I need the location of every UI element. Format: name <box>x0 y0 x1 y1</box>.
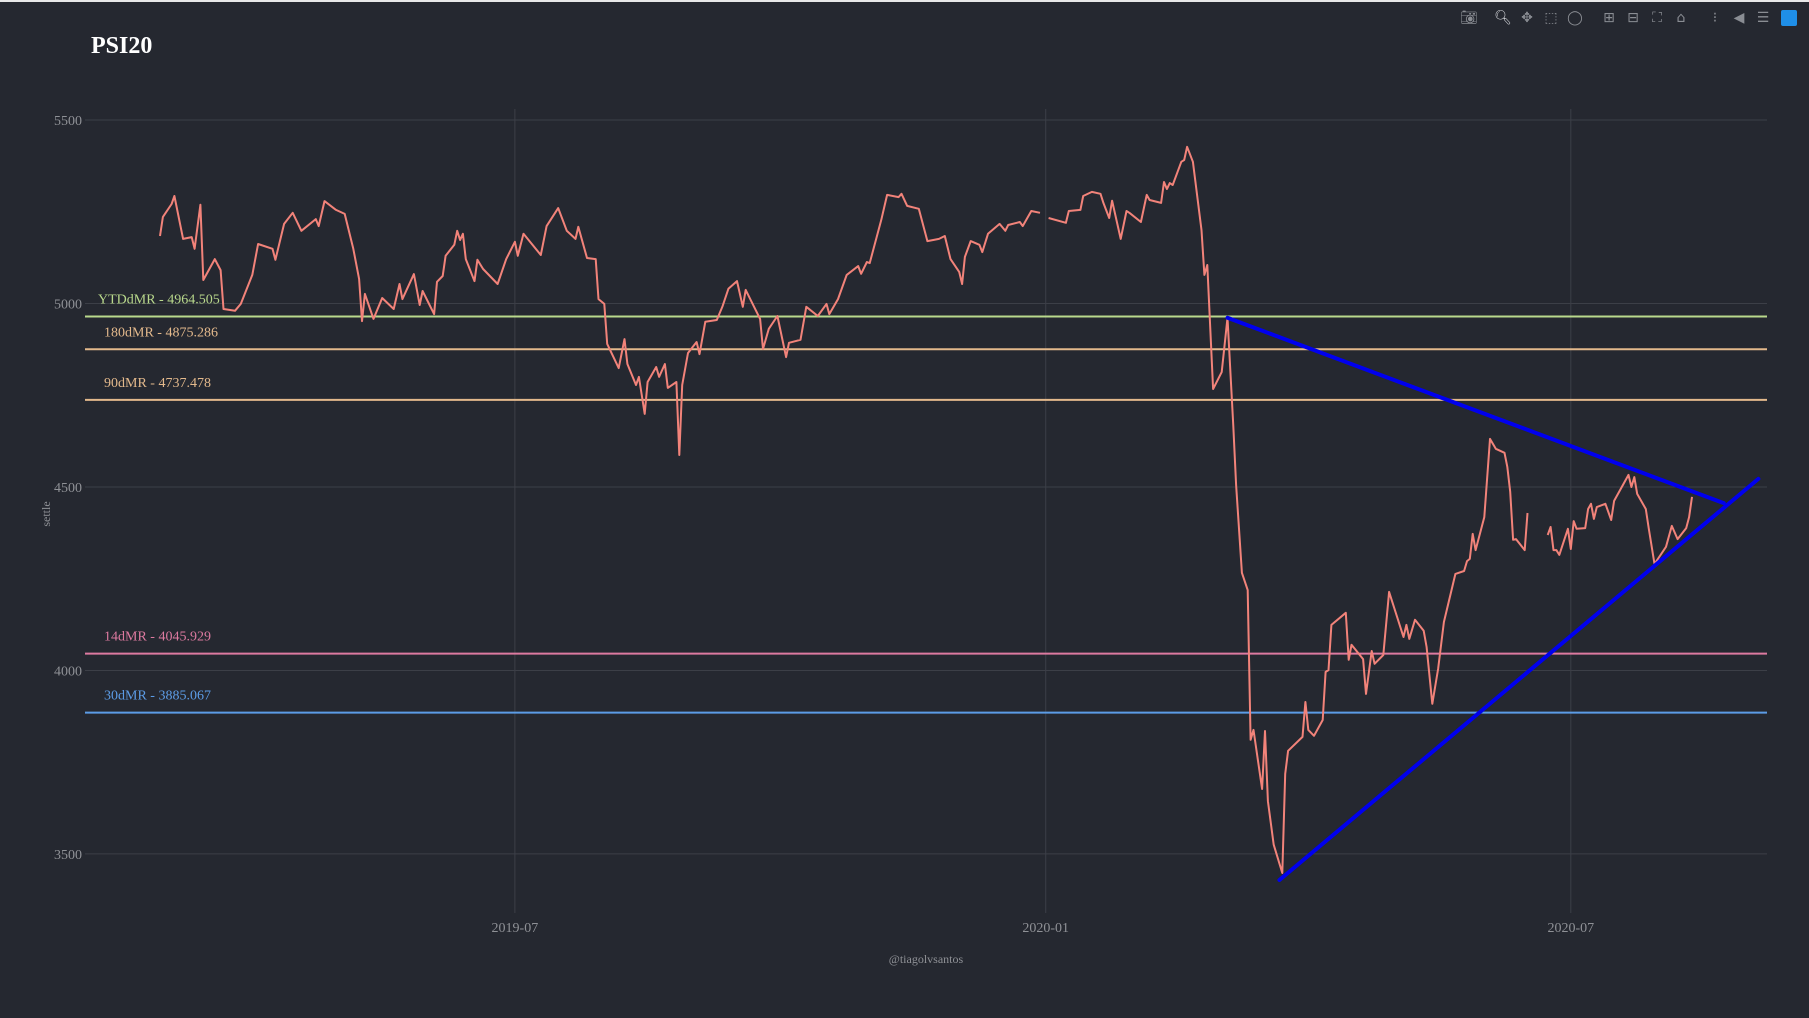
x-tick-label: 2020-01 <box>1022 921 1069 936</box>
modebar: 📷︎ 🔍︎ ✥ ⬚ ◯ ⊞ ⊟ ⛶ ⌂ ⁝ ◀ ☰ <box>1457 8 1797 28</box>
y-tick-label: 4500 <box>54 481 82 496</box>
trendline <box>1277 476 1761 882</box>
spike-lines-icon[interactable]: ⁝ <box>1712 10 1718 26</box>
moving-range-label: YTDdMR - 4964.505 <box>98 293 220 308</box>
box-select-icon[interactable]: ⬚ <box>1544 10 1558 26</box>
zoom-icon[interactable]: 🔍︎ <box>1494 10 1512 26</box>
trendline <box>1225 315 1726 506</box>
grid <box>85 109 1767 913</box>
price-line-segment[interactable] <box>1546 473 1693 565</box>
moving-range-label: 14dMR - 4045.929 <box>104 630 211 645</box>
axis-labels: 3500 4000 4500 5000 5500 2019-07 2020-01 2020-0… <box>54 114 1594 936</box>
hover-closest-icon[interactable]: ◀ <box>1733 10 1745 26</box>
moving-range-label: 30dMR - 3885.067 <box>104 689 211 704</box>
trendlines <box>1225 315 1761 882</box>
chart-title: PSI20 <box>91 33 153 59</box>
y-tick-label: 5500 <box>54 114 82 129</box>
x-axis-title: @tiagolvsantos <box>889 952 964 966</box>
x-tick-label: 2020-07 <box>1547 921 1594 936</box>
moving-range-lines: YTDdMR - 4964.505 180dMR - 4875.286 90dMR … <box>85 293 1767 714</box>
zoom-out-icon[interactable]: ⊟ <box>1627 10 1639 26</box>
plotly-logo-icon[interactable] <box>1781 10 1797 26</box>
moving-range-label: 90dMR - 4737.478 <box>104 376 211 391</box>
y-axis-title: settle <box>39 501 53 526</box>
price-line-segment[interactable] <box>1048 145 1529 874</box>
autoscale-icon[interactable]: ⛶ <box>1652 10 1662 26</box>
y-tick-label: 3500 <box>54 848 82 863</box>
zoom-in-icon[interactable]: ⊞ <box>1603 10 1615 26</box>
y-tick-label: 5000 <box>54 297 82 312</box>
moving-range-label: 180dMR - 4875.286 <box>104 325 218 340</box>
lasso-select-icon[interactable]: ◯ <box>1567 10 1583 26</box>
y-tick-label: 4000 <box>54 664 82 679</box>
price-series[interactable] <box>157 144 1695 876</box>
home-icon[interactable]: ⌂ <box>1676 10 1686 26</box>
pan-icon[interactable]: ✥ <box>1521 10 1533 26</box>
x-tick-label: 2019-07 <box>492 921 539 936</box>
camera-icon[interactable]: 📷︎ <box>1460 10 1478 26</box>
price-line-segment[interactable] <box>159 192 1041 456</box>
hover-compare-icon[interactable]: ☰ <box>1756 10 1770 26</box>
